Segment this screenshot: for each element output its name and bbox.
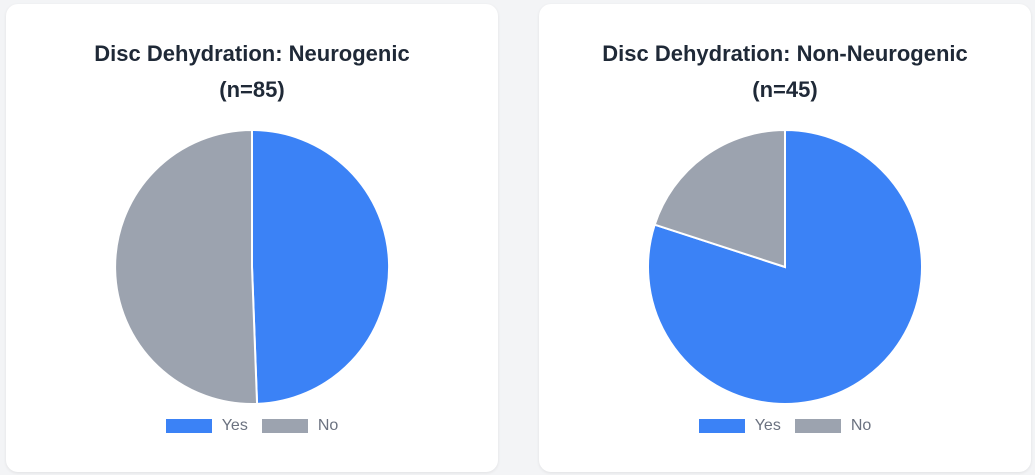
legend-swatch-no	[794, 419, 841, 433]
chart-title: Disc Dehydration: Non-Neurogenic (n=45)	[539, 36, 1031, 108]
legend-item-yes[interactable]: Yes	[165, 412, 248, 440]
chart-card-non-neurogenic: Disc Dehydration: Non-Neurogenic (n=45) …	[539, 4, 1031, 472]
chart-title-line1: Disc Dehydration: Neurogenic	[94, 41, 410, 66]
legend-item-yes[interactable]: Yes	[698, 412, 781, 440]
pie-chart-neurogenic	[114, 128, 391, 405]
pie-slice-yes[interactable]	[251, 128, 391, 405]
legend-item-no[interactable]: No	[794, 412, 872, 440]
pie-chart-non-neurogenic	[647, 128, 923, 405]
legend-swatch-no	[261, 419, 308, 433]
legend-label-no: No	[850, 417, 872, 434]
chart-title-line1: Disc Dehydration: Non-Neurogenic	[602, 41, 968, 66]
legend-label-no: No	[317, 417, 339, 434]
chart-title: Disc Dehydration: Neurogenic (n=85)	[6, 36, 498, 108]
chart-title-line2: (n=85)	[219, 77, 285, 102]
chart-card-neurogenic: Disc Dehydration: Neurogenic (n=85) Yes …	[6, 4, 498, 472]
legend-item-no[interactable]: No	[261, 412, 339, 440]
legend-label-yes: Yes	[754, 417, 781, 434]
chart-legend: Yes No	[539, 412, 1031, 440]
legend-label-yes: Yes	[221, 417, 248, 434]
pie-slice-no[interactable]	[114, 128, 259, 405]
legend-swatch-yes	[698, 419, 745, 433]
chart-legend: Yes No	[6, 412, 498, 440]
pie-slice-no[interactable]	[653, 128, 786, 269]
legend-swatch-yes	[165, 419, 212, 433]
chart-title-line2: (n=45)	[752, 77, 818, 102]
